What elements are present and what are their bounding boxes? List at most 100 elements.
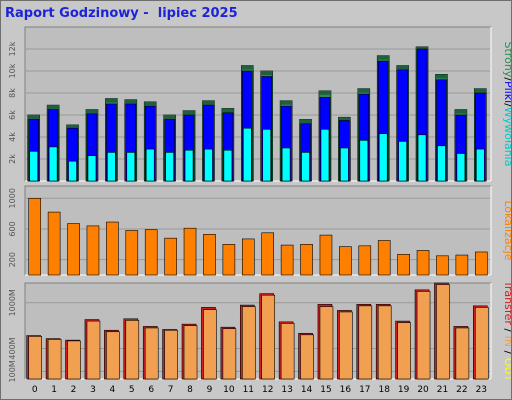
x-tick-label: 15 [320, 385, 331, 395]
bar-transfer-in-5 [125, 320, 140, 380]
bar-hits-wywołania-22 [456, 153, 466, 182]
x-tick-label: 4 [110, 385, 116, 395]
bar-sites-lokalizacje-15 [319, 234, 333, 276]
bar-hits-wywołania-13 [281, 147, 291, 182]
bar-hits-wywołania-8 [184, 149, 194, 182]
bar-transfer-in-15 [319, 306, 334, 380]
y-tick-label: 10k [8, 63, 17, 78]
bar-hits-wywołania-2 [68, 160, 77, 182]
bar-transfer-in-1 [47, 339, 62, 380]
bar-hits-wywołania-9 [204, 148, 213, 182]
y-tick-label: 1000M [8, 289, 17, 316]
bar-hits-wywołania-5 [126, 152, 136, 182]
bar-transfer-in-2 [67, 340, 81, 380]
bar-transfer-in-3 [86, 320, 101, 380]
bar-hits-wywołania-14 [301, 152, 310, 182]
x-tick-label: 5 [129, 385, 135, 395]
bar-sites-lokalizacje-4 [106, 221, 119, 276]
bar-transfer-in-13 [280, 323, 295, 380]
bar-hits-wywołania-20 [417, 134, 427, 182]
x-tick-label: 23 [476, 385, 487, 395]
x-tick-label: 3 [90, 385, 96, 395]
x-tick-label: 7 [168, 385, 174, 395]
bar-transfer-in-7 [164, 329, 178, 380]
x-tick-label: 20 [417, 385, 429, 395]
bar-sites-lokalizacje-3 [86, 225, 100, 276]
bar-sites-lokalizacje-16 [339, 246, 352, 276]
bar-hits-wywołania-21 [437, 145, 446, 182]
bar-transfer-in-17 [358, 305, 373, 380]
y-tick-label: 12k [8, 41, 17, 56]
x-tick-label: 0 [32, 385, 38, 395]
x-tick-label: 19 [398, 385, 410, 395]
x-tick-label: 16 [340, 385, 352, 395]
bar-sites-lokalizacje-18 [377, 240, 391, 276]
bar-transfer-in-23 [474, 307, 489, 380]
bar-sites-lokalizacje-6 [144, 229, 158, 276]
bar-sites-lokalizacje-21 [436, 255, 449, 276]
bar-transfer-in-21 [436, 284, 450, 380]
y-tick-label: 200 [8, 252, 17, 267]
bar-hits-wywołania-4 [107, 152, 116, 182]
x-tick-label: 9 [207, 385, 213, 395]
bar-hits-wywołania-0 [29, 151, 39, 182]
bar-sites-lokalizacje-22 [455, 254, 469, 276]
bar-sites-lokalizacje-10 [222, 244, 236, 276]
x-tick-label: 17 [359, 385, 370, 395]
bar-hits-wywołania-7 [165, 152, 174, 182]
y-label-sites: Lokalizacje [502, 200, 511, 260]
bar-transfer-in-16 [339, 311, 353, 380]
bar-sites-lokalizacje-13 [280, 244, 294, 276]
bar-transfer-in-20 [416, 291, 431, 380]
bar-transfer-in-6 [144, 327, 159, 380]
bar-sites-lokalizacje-9 [203, 234, 216, 276]
bar-sites-lokalizacje-19 [397, 253, 410, 276]
y-tick-label: 2k [8, 154, 17, 164]
bar-transfer-in-9 [203, 309, 217, 380]
bar-transfer-in-14 [300, 334, 314, 380]
y-tick-label: 8k [8, 88, 17, 98]
bar-transfer-in-18 [377, 305, 392, 380]
bar-transfer-in-22 [455, 327, 470, 380]
bar-sites-lokalizacje-8 [183, 227, 197, 276]
bar-hits-wywołania-19 [398, 141, 407, 182]
bar-hits-wywołania-17 [359, 140, 369, 182]
x-tick-label: 22 [456, 385, 467, 395]
bar-hits-wywołania-3 [87, 155, 97, 182]
x-tick-label: 12 [262, 385, 273, 395]
bar-hits-wywołania-16 [340, 147, 349, 182]
bar-sites-lokalizacje-1 [47, 211, 61, 276]
bar-sites-lokalizacje-2 [67, 223, 80, 276]
x-tick-label: 14 [301, 385, 313, 395]
bar-sites-lokalizacje-11 [241, 238, 255, 276]
bar-transfer-in-10 [222, 328, 237, 380]
bar-hits-wywołania-11 [242, 127, 252, 182]
y-tick-label: 6k [8, 110, 17, 120]
bar-transfer-in-0 [28, 336, 43, 380]
x-tick-label: 1 [51, 385, 57, 395]
x-tick-label: 10 [223, 385, 235, 395]
bar-sites-lokalizacje-17 [358, 245, 372, 276]
bar-sites-lokalizacje-14 [300, 244, 313, 276]
bar-transfer-in-4 [106, 331, 120, 380]
bar-sites-lokalizacje-5 [125, 230, 139, 276]
x-tick-label: 6 [148, 385, 154, 395]
bar-hits-wywołania-15 [320, 129, 330, 182]
bar-transfer-in-11 [241, 306, 256, 380]
bar-hits-wywołania-12 [262, 129, 272, 182]
bar-hits-wywołania-10 [223, 149, 233, 182]
bar-hits-wywołania-23 [475, 148, 485, 182]
panel-transfer [24, 282, 492, 380]
y-tick-label: 600 [8, 221, 17, 236]
bar-hits-wywołania-1 [48, 146, 58, 182]
bar-hits-wywołania-18 [378, 133, 388, 182]
bar-sites-lokalizacje-12 [261, 232, 275, 276]
y-tick-label: 100M [8, 360, 17, 382]
bar-sites-lokalizacje-7 [164, 237, 177, 276]
bar-transfer-in-19 [397, 322, 411, 380]
y-tick-label: 1000 [8, 188, 17, 208]
x-tick-label: 13 [281, 385, 292, 395]
y-tick-label: 400M [8, 337, 17, 359]
